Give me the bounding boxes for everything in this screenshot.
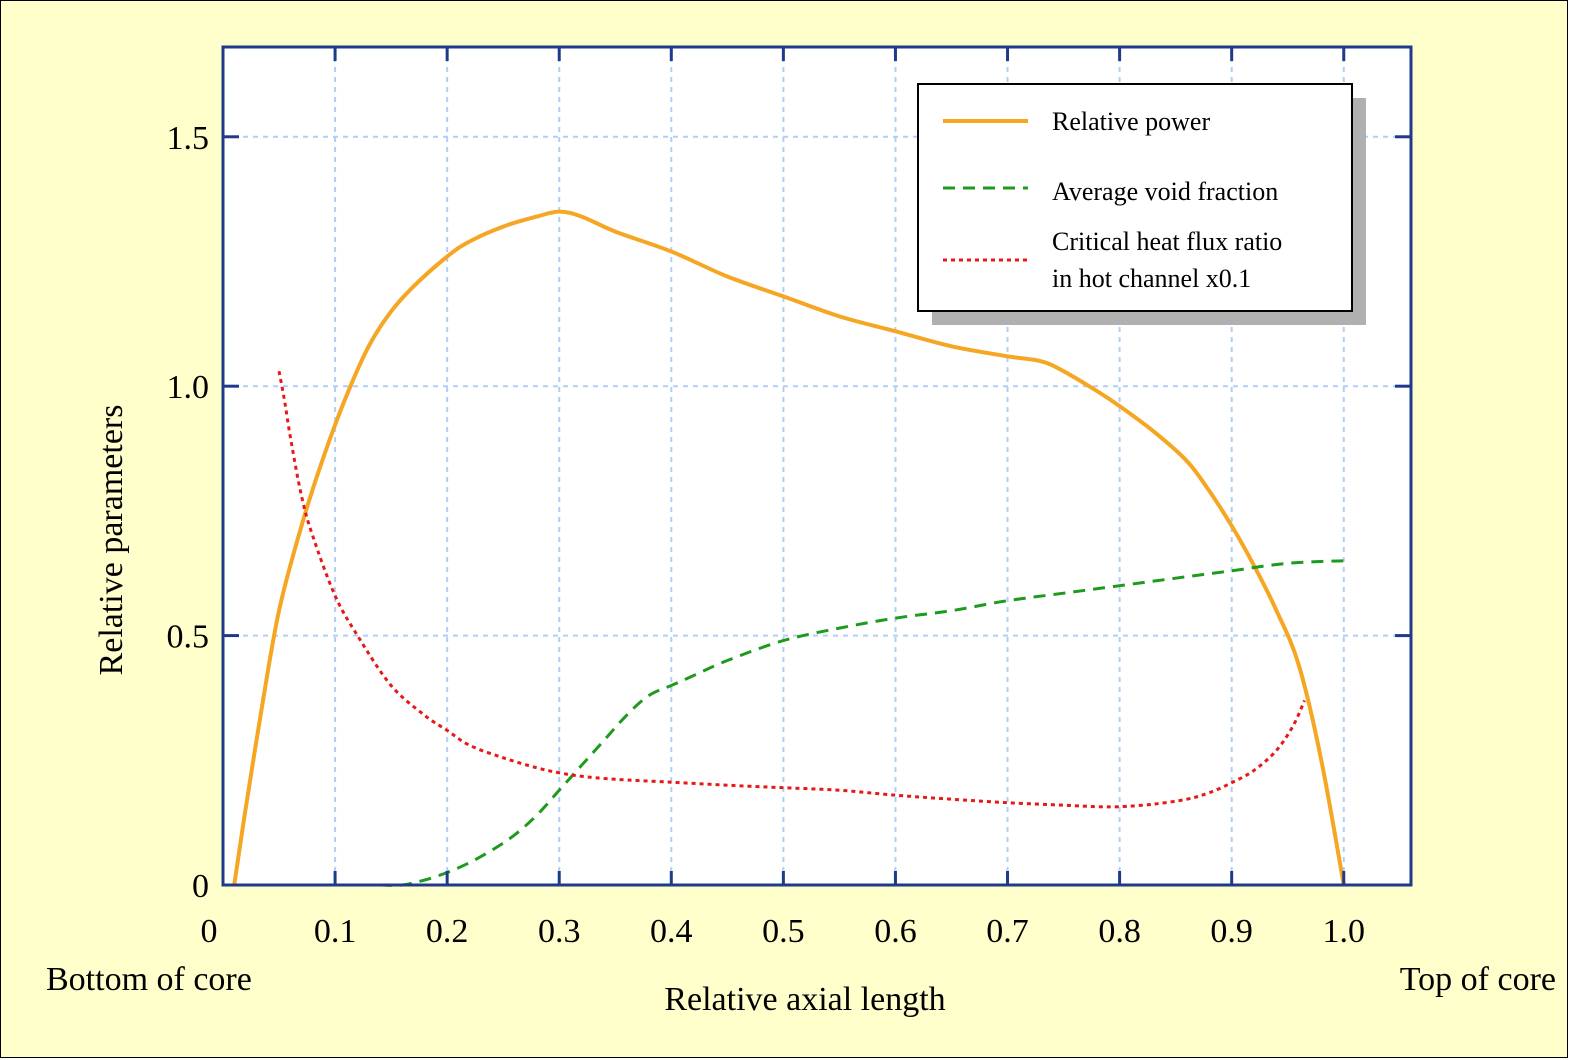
y-tick-label: 0.5 [167,619,210,656]
series-layer [232,209,1346,887]
x-tick-label: 0.9 [1210,913,1253,950]
x-tick-label: 0.6 [874,913,917,950]
x-tick-label: 0.1 [314,913,357,950]
y-tick-label: 1.5 [167,120,210,157]
y-tick-label: 0 [192,868,209,905]
series-average-void-fraction [379,559,1344,887]
x-tick-label: 0.4 [650,913,693,950]
x-tick-label: 0.2 [426,913,469,950]
x-tick-label: 1.0 [1323,913,1366,950]
series-relative-power [232,209,1346,886]
bottom-of-core-annotation: Bottom of core [46,961,252,998]
x-tick-label: 0.3 [538,913,581,950]
top-of-core-annotation: Top of core [1400,961,1556,998]
plot-area-border [221,45,1413,887]
x-tick-label: 0.5 [762,913,805,950]
y-axis-label: Relative parameters [93,405,130,676]
x-tick-label: 0.7 [986,913,1029,950]
axis-ticks [221,47,1411,887]
x-tick-label: 0.8 [1098,913,1141,950]
legend-label-average-void-fraction: Average void fraction [1052,177,1278,206]
tick-labels: 0 0.1 0.2 0.3 0.4 0.5 0.6 0.7 0.8 0.9 1.0 0 0.5 1.0 1.… [167,120,1366,950]
series-critical-heat-flux-ratio [277,370,1306,809]
x-axis-label: Relative axial length [664,981,945,1018]
legend-label-critical-heat-flux-ratio-line2: in hot channel x0.1 [1052,264,1251,293]
x-tick-label: 0 [201,913,218,950]
y-tick-label: 1.0 [167,369,210,406]
legend-label-critical-heat-flux-ratio-line1: Critical heat flux ratio [1052,227,1282,256]
legend-label-relative-power: Relative power [1052,107,1210,136]
legend: Relative power Average void fraction Cri… [917,83,1366,325]
